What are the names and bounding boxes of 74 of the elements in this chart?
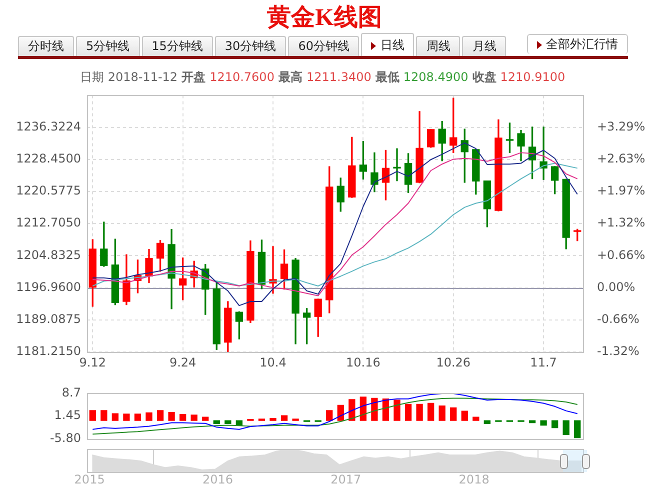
bar [394,400,400,421]
bar [236,420,243,426]
bar [416,404,423,421]
x-tick-label: 11.7 [530,355,557,370]
y-tick-label: 1212.7050 [16,216,81,230]
bar [574,420,581,438]
y-tick-label: 1189.0875 [16,312,81,326]
x-tick-label: 9.12 [79,355,106,370]
y2-tick-label: +0.66% [597,248,646,262]
text: 5分钟线 [76,36,140,56]
y-tick-label: 1236.3224 [16,119,81,134]
bar [360,396,367,421]
bar [551,420,558,428]
bar [168,412,175,421]
text: 月线 [462,36,506,56]
bar [484,420,491,424]
y-tick-label: 1220.5775 [16,184,81,198]
bar [146,412,152,421]
bar [528,420,536,424]
text: 分时线 [18,36,74,56]
bar [179,414,186,421]
bar [326,410,333,421]
x-tick-label: 2018 [458,472,490,486]
x-tick-label: 10.4 [260,355,286,370]
bar [404,404,412,421]
y-tick-label: -5.80 [50,430,81,445]
bar [224,420,232,424]
bar [123,414,130,421]
bar [156,410,164,421]
x-tick-label: 9.24 [169,355,196,370]
text: 15分钟线 [142,36,213,56]
bar [371,398,378,421]
bar [540,420,547,426]
text: 日期 2018-11-12 开盘 1210.7600 最高 1211.3400 最低 1208.4900 收盘 1210.9100 [80,70,566,84]
y2-tick-label: +1.32% [597,216,646,230]
bar [427,402,434,421]
candlestick [393,148,401,182]
bar [112,413,119,421]
bar [213,420,220,424]
text: 全部外汇行情 [527,34,628,54]
text: 30分钟线 [214,36,286,56]
bar [562,420,570,436]
y2-tick-label: +2.63% [597,152,646,166]
chart-title: 黄金K线图 [266,4,383,32]
bar [134,414,142,421]
bar [461,410,468,421]
text: 60分钟线 [288,36,360,56]
bar [89,410,96,421]
bar [202,416,209,421]
y-tick-label: 8.7 [62,385,81,400]
bar [280,415,288,421]
bar [100,410,108,421]
text: 周线 [416,36,460,56]
y2-tick-label: +3.29% [597,119,646,134]
bar [450,407,457,421]
x-tick-label: 2015 [74,472,105,486]
bar [472,416,480,421]
y-tick-label: 1204.8325 [16,248,81,262]
x-tick-label: 10.26 [436,355,471,370]
y2-tick-label: 0.00% [597,280,636,294]
x-tick-label: 10.16 [346,355,380,370]
y2-tick-label: -0.66% [597,312,640,326]
y-tick-label: 1.45 [54,408,81,422]
bar [438,405,446,421]
bar [270,418,276,421]
y2-tick-label: -1.32% [597,344,640,358]
x-tick-label: 2016 [202,472,233,486]
y-tick-label: 1196.9600 [16,280,81,294]
text: 日线 [361,33,414,56]
y-tick-label: 1181.2150 [16,344,81,358]
y-tick-label: 1228.4500 [16,152,81,166]
x-tick-label: 2017 [330,472,362,486]
y2-tick-label: +1.97% [597,184,646,198]
bar [190,414,198,421]
